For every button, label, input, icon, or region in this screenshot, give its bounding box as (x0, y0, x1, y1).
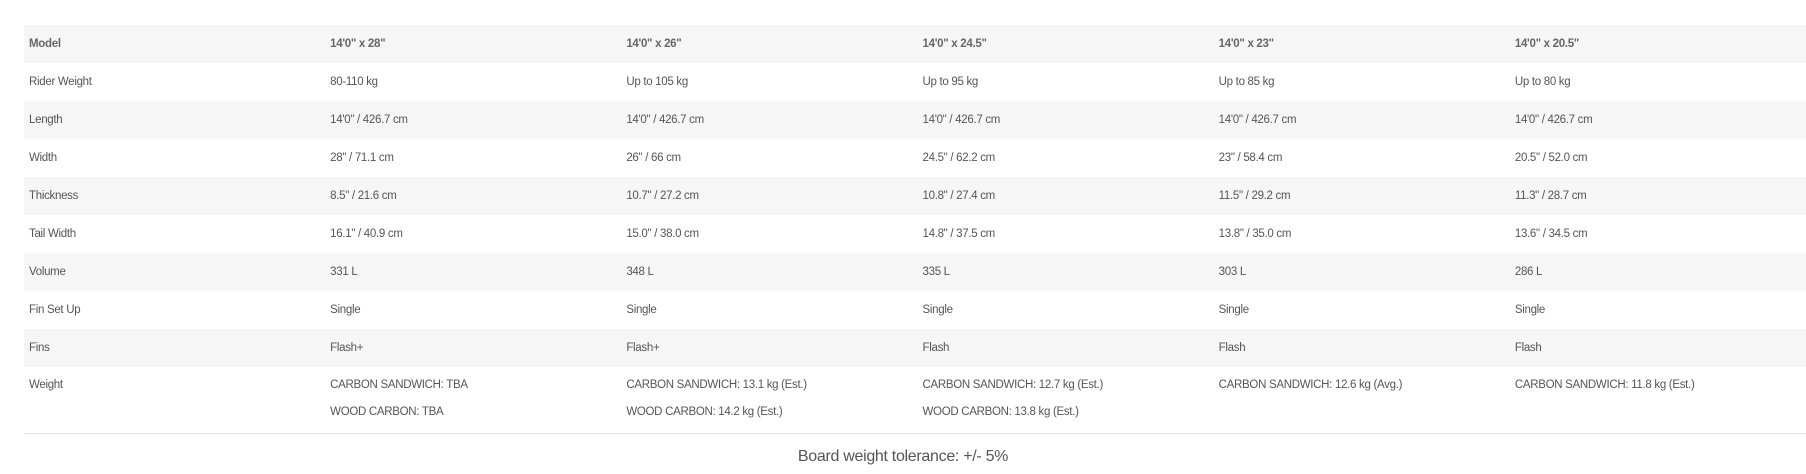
table-row: Width 28" / 71.1 cm 26" / 66 cm 24.5" / 62.… (24, 139, 1806, 177)
table-row: Volume 331 L 348 L 335 L 303 L 286 L (24, 253, 1806, 291)
table-cell: 20.5" / 52.0 cm (1514, 152, 1588, 164)
table-cell: Flash+ (330, 342, 364, 354)
row-label: Width (29, 152, 57, 164)
table-cell: 286 L (1514, 266, 1543, 278)
table-cell: Up to 85 kg (1218, 76, 1275, 88)
row-label: Thickness (29, 190, 79, 202)
row-label: Model (29, 38, 61, 50)
table-row: Fin Set Up Single Single Single Single Single (24, 291, 1806, 329)
table-row: Thickness 8.5" / 21.6 cm 10.7" / 27.2 cm 10… (24, 177, 1806, 215)
table-cell: 15.0" / 38.0 cm (626, 228, 699, 240)
table-cell: Single (922, 304, 953, 316)
table-cell: 26" / 66 cm (626, 152, 681, 164)
weight-line: CARBON SANDWICH: 11.8 kg (Est.) (1514, 379, 1695, 391)
table-cell: 13.6" / 34.5 cm (1514, 228, 1588, 240)
table-cell: Single (1514, 304, 1546, 316)
table-cell: 13.8" / 35.0 cm (1218, 228, 1292, 240)
table-cell: 335 L (922, 266, 951, 278)
table-cell: 16.1" / 40.9 cm (330, 228, 403, 240)
weight-line: WOOD CARBON: 14.2 kg (Est.) (626, 406, 783, 418)
table-cell: 14.8" / 37.5 cm (922, 228, 996, 240)
table-cell: 14'0" x 24.5" (922, 38, 987, 50)
table-cell: 11.3" / 28.7 cm (1514, 190, 1587, 202)
table-cell: 14'0" / 426.7 cm (922, 114, 1001, 126)
table-cell: 10.8" / 27.4 cm (922, 190, 996, 202)
table-header-row: Model 14'0" x 28" 14'0" x 26" 14'0" x 24.5"… (24, 25, 1806, 63)
table-cell: Flash (1514, 342, 1542, 354)
table-cell: 14'0" / 426.7 cm (1218, 114, 1297, 126)
table-cell: Single (1218, 304, 1249, 316)
table-cell: 14'0" / 426.7 cm (626, 114, 704, 126)
row-label: Weight (29, 379, 63, 391)
row-label: Fins (29, 342, 50, 354)
table-cell: Flash+ (626, 342, 660, 354)
table-cell: Flash (922, 342, 950, 354)
row-label: Length (29, 114, 63, 126)
weight-line: CARBON SANDWICH: 12.7 kg (Est.) (922, 379, 1104, 391)
table-cell: 303 L (1218, 266, 1247, 278)
weight-line: CARBON SANDWICH: 13.1 kg (Est.) (626, 379, 807, 391)
table-cell: Flash (1218, 342, 1246, 354)
table-cell: Single (330, 304, 361, 316)
weight-line: CARBON SANDWICH: TBA (330, 379, 468, 391)
table-cell: 14'0" / 426.7 cm (330, 114, 408, 126)
table-cell: Up to 95 kg (922, 76, 979, 88)
table-cell: CARBON SANDWICH: 13.1 kg (Est.) WOOD CARB… (621, 379, 917, 433)
table-cell: Single (626, 304, 657, 316)
table-cell: 11.5" / 29.2 cm (1218, 190, 1291, 202)
row-label: Rider Weight (29, 76, 92, 88)
table-cell: 24.5" / 62.2 cm (922, 152, 996, 164)
table-cell: 14'0" / 426.7 cm (1514, 114, 1593, 126)
table-cell: Up to 80 kg (1514, 76, 1571, 88)
row-label: Volume (29, 266, 66, 278)
table-cell: CARBON SANDWICH: 12.7 kg (Est.) WOOD CARB… (918, 379, 1214, 433)
table-cell: 28" / 71.1 cm (330, 152, 394, 164)
table-cell: CARBON SANDWICH: TBA WOOD CARBON: TBA (325, 379, 621, 433)
table-row: Tail Width 16.1" / 40.9 cm 15.0" / 38.0 cm… (24, 215, 1806, 253)
table-row: Fins Flash+ Flash+ Flash Flash Flash (24, 329, 1806, 367)
weight-line: WOOD CARBON: TBA (330, 406, 444, 418)
table-cell: 23" / 58.4 cm (1218, 152, 1283, 164)
row-label: Fin Set Up (29, 304, 81, 316)
table-cell: 14'0" x 28" (330, 38, 386, 50)
table-cell: CARBON SANDWICH: 12.6 kg (Avg.) (1214, 379, 1510, 406)
table-cell: 10.7" / 27.2 cm (626, 190, 699, 202)
table-cell: CARBON SANDWICH: 11.8 kg (Est.) (1510, 379, 1806, 406)
table-cell: 14'0" x 23" (1218, 38, 1274, 50)
weight-line: WOOD CARBON: 13.8 kg (Est.) (922, 406, 1079, 418)
table-row: Length 14'0" / 426.7 cm 14'0" / 426.7 cm 14… (24, 101, 1806, 139)
weight-line: CARBON SANDWICH: 12.6 kg (Avg.) (1218, 379, 1403, 391)
table-cell: Up to 105 kg (626, 76, 688, 88)
table-cell: 80-110 kg (330, 76, 378, 88)
table-row: Rider Weight 80-110 kg Up to 105 kg Up to 9… (24, 63, 1806, 101)
table-cell: 8.5" / 21.6 cm (330, 190, 397, 202)
table-cell: 331 L (330, 266, 358, 278)
weight-tolerance-note: Board weight tolerance: +/- 5% (797, 448, 1009, 465)
table-cell: 14'0" x 20.5" (1514, 38, 1579, 50)
table-row-weight: Weight CARBON SANDWICH: TBA WOOD CARBON: T… (24, 367, 1806, 434)
table-cell: 14'0" x 26" (626, 38, 682, 50)
row-label: Tail Width (29, 228, 76, 240)
table-cell: 348 L (626, 266, 654, 278)
specs-table: Model 14'0" x 28" 14'0" x 26" 14'0" x 24.5"… (24, 25, 1806, 434)
